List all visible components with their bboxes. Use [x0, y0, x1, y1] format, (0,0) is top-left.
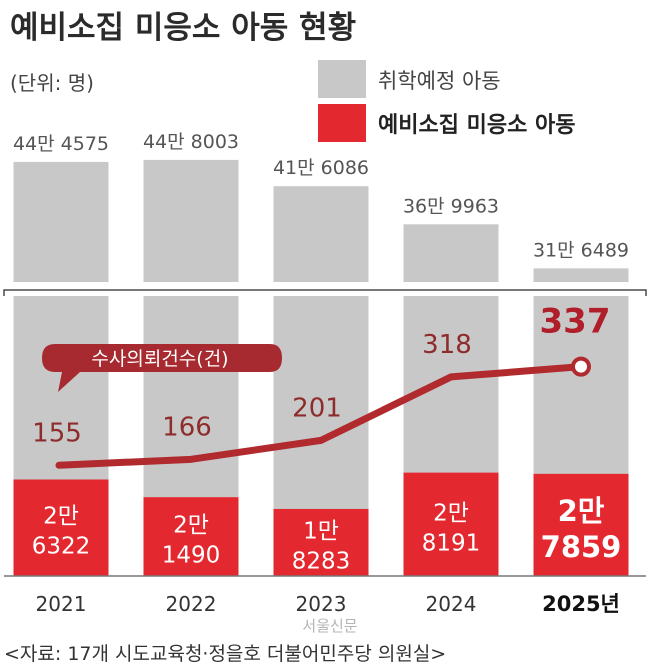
absent-bar — [403, 472, 499, 576]
legend-swatch-enrolled — [318, 60, 366, 98]
legend-label-enrolled: 취학예정 아동 — [378, 69, 501, 93]
year-label: 2024 — [426, 592, 477, 616]
case-value-label: 166 — [162, 412, 212, 442]
case-annotation-label: 수사의뢰건수(건) — [91, 348, 228, 370]
year-labels: 2021 2022 2023 2024 2025년 — [36, 592, 620, 616]
case-value-label: 155 — [32, 418, 82, 448]
year-label: 2022 — [166, 592, 217, 616]
enrolled-value-labels: 44만 4575 44만 8003 41만 6086 36만 9963 31만 6489 — [13, 131, 629, 261]
case-value-label: 337 — [540, 302, 611, 342]
year-label: 2025년 — [542, 592, 620, 616]
enrolled-bar-upper — [533, 268, 629, 282]
enrolled-value-label: 31만 6489 — [533, 239, 629, 261]
absent-value-label-bottom: 6322 — [32, 534, 91, 560]
legend-swatch-absent — [318, 104, 366, 142]
absent-bars — [13, 472, 629, 576]
source-note: <자료: 17개 시도교육청·정을호 더불어민주당 의원실> — [4, 643, 446, 665]
absent-value-label-bottom: 8191 — [422, 530, 481, 556]
absent-value-label-top: 2만 — [43, 504, 79, 530]
chart-title: 예비소집 미응소 아동 현황 — [10, 10, 356, 46]
absent-value-label-top: 2만 — [558, 494, 605, 528]
absent-value-label-bottom: 1490 — [162, 543, 221, 569]
case-value-label: 318 — [422, 330, 472, 360]
case-value-labels: 155 166 201 318 337 — [32, 302, 610, 449]
case-line — [55, 363, 585, 469]
absent-bar — [273, 508, 369, 576]
absent-value-label-top: 2만 — [173, 513, 209, 539]
unit-label: (단위: 명) — [10, 71, 94, 95]
enrolled-value-label: 44만 8003 — [143, 131, 239, 153]
year-label: 2021 — [36, 592, 87, 616]
enrolled-bar-upper — [273, 186, 369, 282]
legend-label-absent: 예비소집 미응소 아동 — [378, 113, 575, 138]
enrolled-bar-upper — [13, 161, 109, 282]
enrolled-value-label: 36만 9963 — [403, 195, 499, 217]
absent-value-label-top: 2만 — [433, 500, 469, 526]
case-value-label: 201 — [292, 393, 342, 423]
enrolled-bar-upper — [403, 224, 499, 282]
watermark: 서울신문 — [302, 617, 357, 635]
absent-value-label-bottom: 8283 — [292, 548, 351, 574]
enrolled-bars — [13, 159, 629, 282]
absent-bar — [533, 473, 629, 576]
case-line-end-marker — [571, 356, 591, 377]
enrolled-value-label: 41만 6086 — [273, 157, 369, 179]
enrolled-bar-upper — [143, 159, 239, 282]
enrolled-value-label: 44만 4575 — [13, 133, 109, 155]
absent-value-label-bottom: 7859 — [541, 530, 622, 564]
absent-bar — [143, 497, 239, 576]
absent-value-label-top: 1만 — [303, 518, 339, 544]
absent-bar — [13, 479, 109, 576]
axis-break-band — [0, 282, 652, 296]
case-annotation-bubble — [42, 344, 282, 392]
year-label: 2023 — [296, 592, 347, 616]
axis-break-line — [3, 289, 647, 296]
